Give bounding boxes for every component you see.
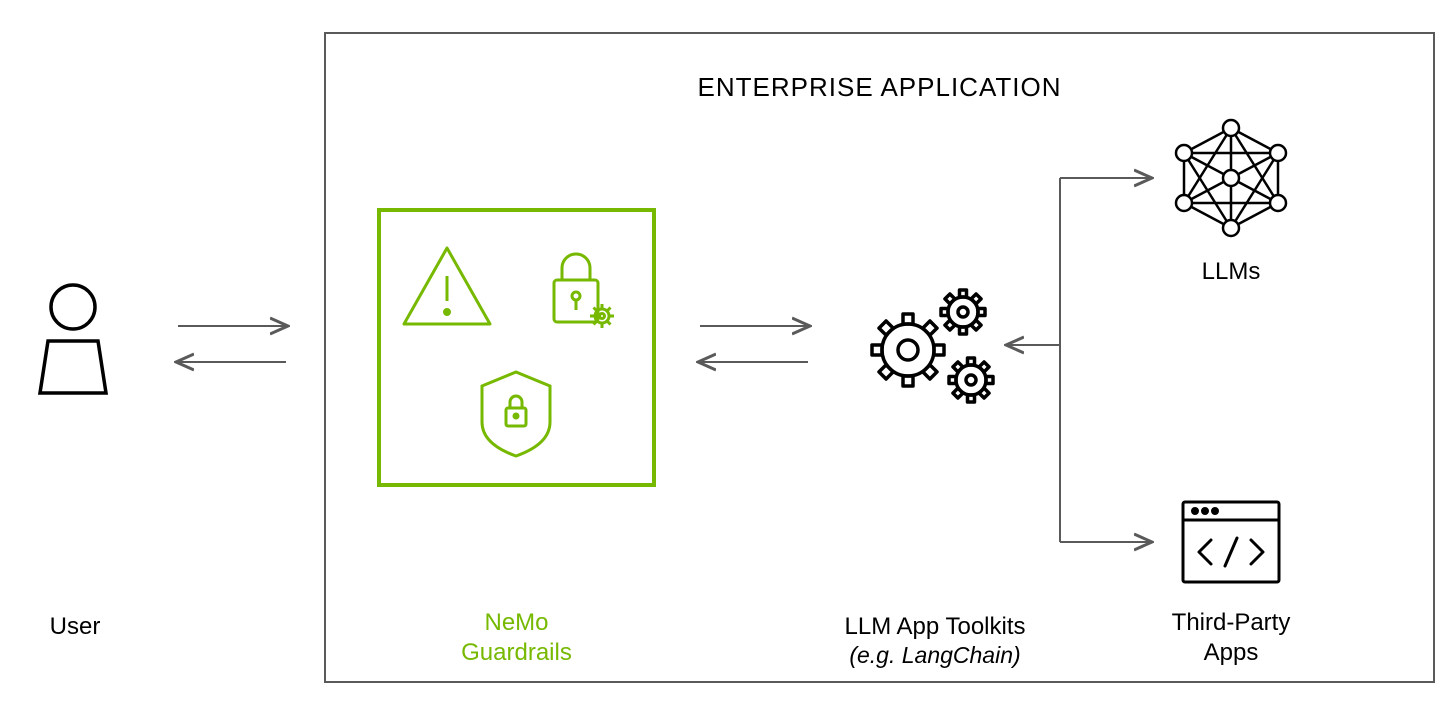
nemo-label: NeMo Guardrails — [379, 608, 654, 668]
toolkits-sublabel: (e.g. LangChain) — [785, 642, 1085, 669]
toolkits-label: LLM App Toolkits — [785, 613, 1085, 641]
arrows-layer — [0, 0, 1456, 710]
user-label: User — [0, 613, 150, 641]
thirdparty-label: Third-Party Apps — [1131, 608, 1331, 668]
llms-label: LLMs — [1131, 258, 1331, 286]
diagram-canvas: ENTERPRISE APPLICATION — [0, 0, 1456, 710]
